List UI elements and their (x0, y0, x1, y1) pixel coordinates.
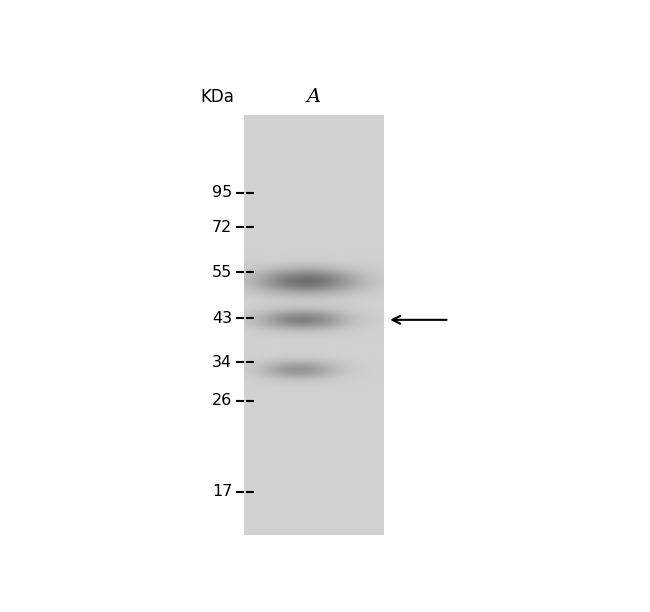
Text: 72: 72 (212, 220, 233, 235)
Text: 34: 34 (213, 355, 233, 370)
Text: KDa: KDa (200, 88, 234, 105)
Text: 26: 26 (212, 393, 233, 408)
Text: 55: 55 (212, 264, 233, 280)
Text: A: A (307, 88, 321, 105)
Text: 17: 17 (212, 484, 233, 499)
Text: 43: 43 (213, 311, 233, 326)
Text: 95: 95 (212, 185, 233, 200)
